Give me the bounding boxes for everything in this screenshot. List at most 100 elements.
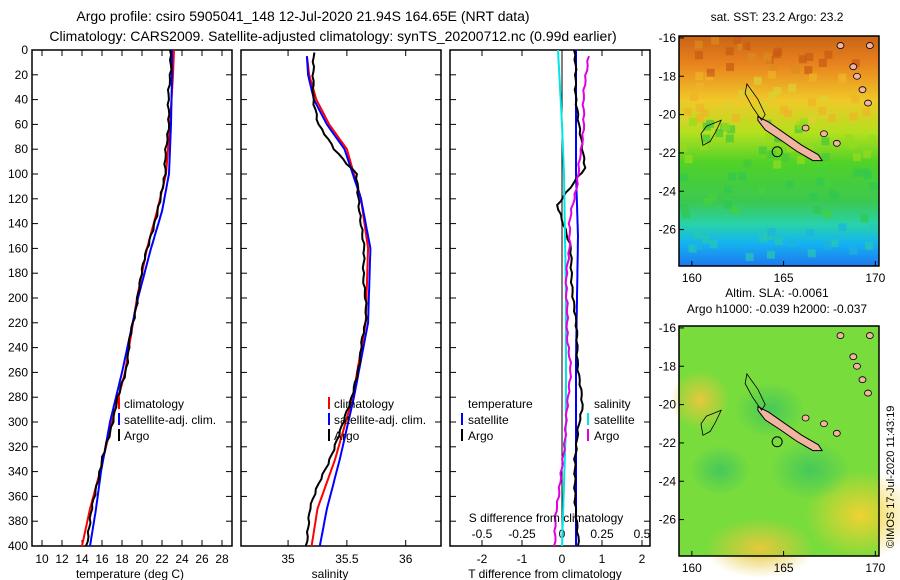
sst-pixel [838,75,847,84]
sla-low-blob [690,445,750,495]
lat-tick-label: -22 [659,146,677,160]
temperature-plot: 10 12 14 16 18 20 22 24 26 2802040608010012014016… [8,43,232,566]
sst-pixel [808,98,816,107]
x-top-tick-label: 0.5 [634,527,651,541]
lat-tick-label: -24 [659,184,677,198]
sst-pixel [765,133,774,142]
sst-pixel [732,114,740,123]
new-caledonia-island [757,405,824,452]
sst-pixel [861,168,870,177]
y-tick-label: 320 [8,440,28,454]
salinity-legend: climatology satellite-adj. clim. Argo [328,397,426,443]
lat-tick-label: -20 [659,398,677,412]
sst-pixel [745,87,754,96]
sst-pixel [853,169,862,177]
x-tick-label: 28 [215,552,229,566]
x-tick-label: -1 [517,552,528,566]
sst-pixel [694,40,703,49]
lon-tick-label: 160 [682,271,702,285]
sst-pixel [726,63,735,72]
y-tick-label: 280 [8,390,28,404]
sst-pixel [844,134,853,142]
lat-tick-label: -26 [659,513,677,527]
sst-pixel [868,134,877,143]
sst-pixel [728,172,737,181]
sst-pixel [820,95,829,104]
sst-pixel [786,144,795,153]
y-tick-label: 300 [8,415,28,429]
sst-pixel [767,70,776,79]
small-island [820,130,828,138]
sst-pixel [796,156,805,164]
y-tick-label: 400 [8,539,28,553]
sst-pixel [849,246,858,255]
legend-temp-argo: Argo [468,429,494,443]
x-tick-label: 18 [115,552,129,566]
sst-pixel [813,206,822,214]
sst-pixel [791,65,800,74]
sst-pixel [808,115,816,124]
sst-pixel [700,108,709,117]
sst-pixel [702,235,711,244]
small-island [853,362,861,370]
x-top-tick-label: -0.5 [472,527,493,541]
sst-axes: 160 165 170 -16 -18 -20 -22 -24 -26 [659,31,886,285]
sst-pixel [785,180,794,189]
sst-pixel [773,87,782,95]
sst-pixel [694,51,703,60]
difference-xlabel-top: S difference from climatology [469,511,624,525]
small-island [858,376,867,384]
legend-climatology: climatology [124,397,184,411]
x-top-tick-label: -0.25 [508,527,536,541]
y-tick-label: 100 [8,167,28,181]
sst-pixel [723,101,732,110]
sst-pixel [699,142,708,151]
sst-pixel [860,214,869,223]
sst-pixel [763,52,772,61]
y-tick-label: 220 [8,316,28,330]
sst-pixel [769,63,778,72]
series-line-temperature-argo [556,49,587,547]
lat-tick-label: -18 [659,359,677,373]
sst-pixel [821,153,830,162]
sst-pixel [683,107,692,116]
x-tick-label: 1 [599,552,606,566]
sst-pixel [725,134,734,143]
sst-pixel [724,185,733,194]
reef-outline [744,82,766,122]
small-island [836,42,845,49]
sst-frame [678,35,880,267]
sst-pixel [830,239,839,248]
sst-pixel [767,228,776,237]
temperature-xlabel: temperature (deg C) [76,567,184,580]
sst-land [700,42,874,162]
sst-pixel [709,240,718,249]
x-tick-label: 14 [75,552,89,566]
small-island [864,389,872,397]
sst-pixel [688,244,697,253]
argo-position-marker [771,146,783,158]
sst-pixel [788,238,797,247]
sst-pixel [818,107,827,115]
y-tick-label: 20 [15,68,29,82]
sst-pixel [695,103,704,112]
difference-xlabel: T difference from climatology [468,567,622,580]
lon-tick-label: 170 [865,561,885,575]
sst-pixel [851,94,860,103]
sst-pixel [680,203,689,212]
sst-pixel [711,36,720,45]
temperature-panel [31,49,233,547]
sst-pixel [827,114,836,123]
sst-pixel [758,187,767,196]
lon-tick-label: 160 [682,561,702,575]
lat-tick-label: -24 [659,474,677,488]
sst-pixel [823,209,832,218]
small-island [836,332,845,339]
sst-pixel [822,178,831,187]
sla-low-blob [770,440,850,500]
sst-pixel [695,72,704,81]
sst-pixel [816,177,825,186]
sla-high-blob [705,518,815,578]
y-tick-label: 80 [15,142,29,156]
small-island [865,332,874,339]
